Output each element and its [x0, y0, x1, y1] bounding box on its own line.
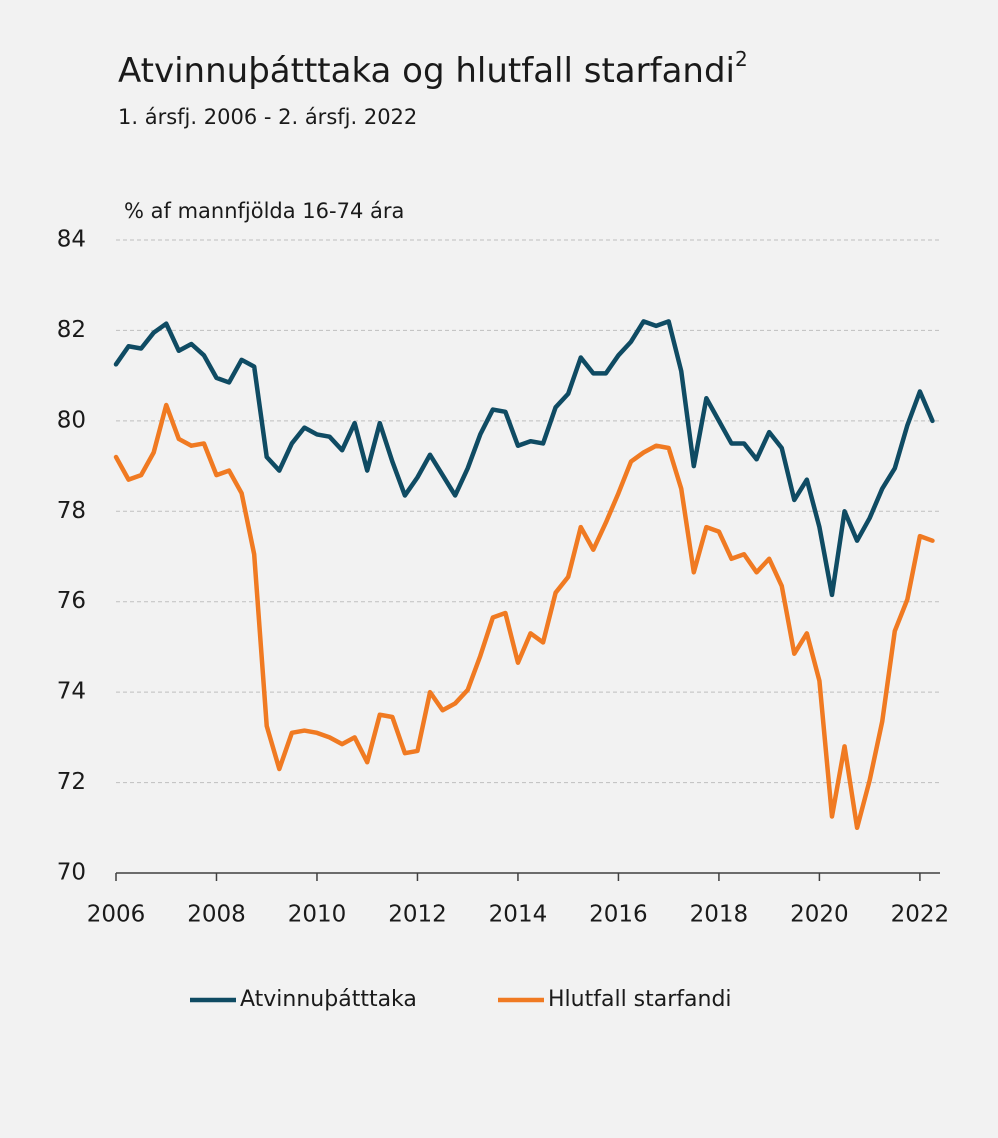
- chart-subtitle: 1. ársfj. 2006 - 2. ársfj. 2022: [118, 105, 417, 129]
- y-axis-label: % af mannfjölda 16-74 ára: [124, 199, 404, 223]
- x-tick-label: 2006: [87, 902, 146, 928]
- x-tick-label: 2018: [690, 902, 749, 928]
- data-line: [113, 402, 935, 831]
- y-tick-label: 78: [57, 498, 86, 524]
- y-tick-label: 82: [57, 317, 86, 343]
- x-tick-label: 2008: [187, 902, 246, 928]
- x-tick-label: 2014: [489, 902, 548, 928]
- x-tick-label: 2012: [388, 902, 447, 928]
- y-tick-label: 72: [57, 769, 86, 795]
- y-tick-label: 84: [57, 227, 86, 253]
- y-tick-label: 70: [57, 860, 86, 886]
- x-tick-label: 2010: [288, 902, 347, 928]
- chart-title: Atvinnuþátttaka og hlutfall starfandi2: [118, 47, 748, 91]
- y-tick-label: 76: [57, 588, 86, 614]
- x-tick-label: 2020: [790, 902, 849, 928]
- title-superscript: 2: [735, 47, 748, 71]
- legend-item: Atvinnuþátttaka: [190, 987, 417, 1012]
- legend-label: Atvinnuþátttaka: [240, 987, 417, 1012]
- title-text: Atvinnuþátttaka og hlutfall starfandi: [118, 51, 735, 91]
- y-tick-label: 80: [57, 407, 86, 433]
- legend-label: Hlutfall starfandi: [548, 987, 732, 1012]
- data-line: [113, 319, 935, 598]
- x-tick-label: 2022: [891, 902, 950, 928]
- y-tick-label: 74: [57, 679, 86, 705]
- x-tick-label: 2016: [589, 902, 648, 928]
- legend-item: Hlutfall starfandi: [498, 987, 732, 1012]
